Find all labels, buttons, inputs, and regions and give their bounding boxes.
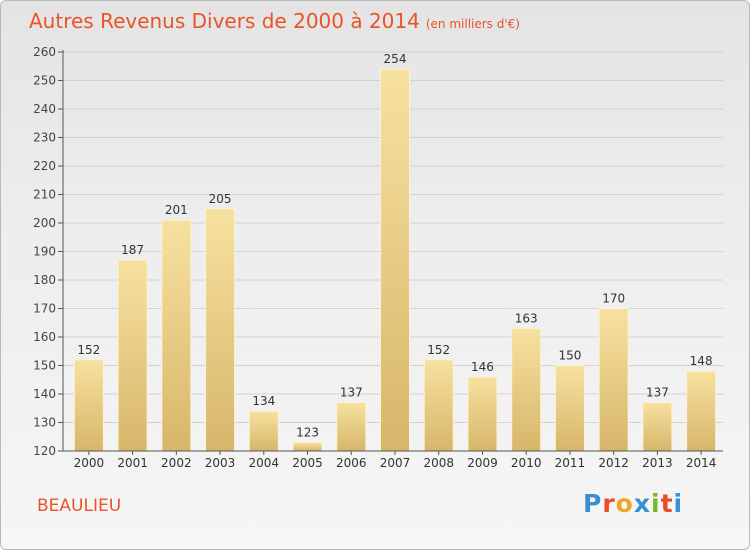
data-label-2009: 146 bbox=[471, 360, 494, 374]
bar-2014[interactable] bbox=[686, 370, 717, 452]
x-tick-label-2012: 2012 bbox=[598, 456, 629, 470]
x-tick-label-2007: 2007 bbox=[380, 456, 411, 470]
bar-2000[interactable] bbox=[73, 359, 104, 452]
data-label-2002: 201 bbox=[165, 203, 188, 217]
bar-2013[interactable] bbox=[642, 402, 673, 452]
logo-letter: i bbox=[673, 489, 684, 518]
data-label-2003: 205 bbox=[209, 192, 232, 206]
chart-unit-label: (en milliers d'€) bbox=[425, 17, 520, 31]
x-tick-label-2014: 2014 bbox=[686, 456, 717, 470]
y-tick-label-240: 240 bbox=[33, 102, 56, 116]
bar-2011[interactable] bbox=[554, 365, 585, 452]
y-tick-label-200: 200 bbox=[33, 216, 56, 230]
logo-letter: i bbox=[651, 489, 661, 518]
proxiti-logo[interactable]: Proxiti bbox=[583, 489, 683, 518]
logo-letter: r bbox=[602, 489, 616, 518]
data-label-2005: 123 bbox=[296, 425, 319, 439]
bar-2006[interactable] bbox=[336, 402, 367, 452]
x-tick-label-2010: 2010 bbox=[511, 456, 542, 470]
axes: 120 130 140 150 160 170 180 190 200 210 220 230 240 2… bbox=[33, 45, 723, 470]
x-tick-label-2013: 2013 bbox=[642, 456, 673, 470]
logo-letter: x bbox=[633, 489, 651, 518]
bar-2005[interactable] bbox=[292, 441, 323, 452]
y-tick-label-210: 210 bbox=[33, 188, 56, 202]
bar-2002[interactable] bbox=[161, 219, 192, 452]
y-tick-label-220: 220 bbox=[33, 159, 56, 173]
y-tick-label-140: 140 bbox=[33, 387, 56, 401]
bar-2003[interactable] bbox=[205, 208, 236, 452]
bars bbox=[73, 68, 717, 452]
bar-2009[interactable] bbox=[467, 376, 498, 452]
y-tick-label-230: 230 bbox=[33, 131, 56, 145]
data-label-2008: 152 bbox=[427, 343, 450, 357]
chart-title-text: Autres Revenus Divers de 2000 à 2014 bbox=[29, 9, 420, 33]
x-tick-label-2011: 2011 bbox=[555, 456, 586, 470]
city-name: BEAULIEU bbox=[37, 496, 122, 516]
data-labels: 152 187 201 205 134 123 137 254 152 146 163 150 170 1… bbox=[77, 52, 712, 439]
x-tick-label-2008: 2008 bbox=[423, 456, 454, 470]
data-label-2011: 150 bbox=[558, 349, 581, 363]
y-tick-label-180: 180 bbox=[33, 273, 56, 287]
data-label-2004: 134 bbox=[252, 394, 275, 408]
y-tick-label-130: 130 bbox=[33, 416, 56, 430]
data-label-2013: 137 bbox=[646, 386, 669, 400]
x-tick-label-2006: 2006 bbox=[336, 456, 367, 470]
y-tick-label-190: 190 bbox=[33, 245, 56, 259]
bar-2007[interactable] bbox=[380, 68, 410, 452]
x-tick-label-2001: 2001 bbox=[117, 456, 148, 470]
y-tick-label-170: 170 bbox=[33, 302, 56, 316]
x-tick-label-2000: 2000 bbox=[74, 456, 105, 470]
x-tick-label-2002: 2002 bbox=[161, 456, 192, 470]
data-label-2012: 170 bbox=[602, 292, 625, 306]
data-label-2010: 163 bbox=[515, 311, 538, 325]
y-tick-label-160: 160 bbox=[33, 330, 56, 344]
bar-2008[interactable] bbox=[423, 359, 454, 452]
bar-2012[interactable] bbox=[598, 308, 629, 452]
y-tick-label-150: 150 bbox=[33, 359, 56, 373]
bar-2010[interactable] bbox=[511, 327, 542, 452]
x-tick-label-2009: 2009 bbox=[467, 456, 498, 470]
data-label-2000: 152 bbox=[77, 343, 100, 357]
logo-letter: t bbox=[660, 489, 674, 518]
bar-2004[interactable] bbox=[248, 410, 279, 452]
data-label-2006: 137 bbox=[340, 386, 363, 400]
y-tick-label-250: 250 bbox=[33, 74, 56, 88]
y-tick-label-260: 260 bbox=[33, 45, 56, 59]
logo-letter: P bbox=[583, 489, 603, 518]
logo-letter: o bbox=[615, 489, 634, 518]
data-label-2001: 187 bbox=[121, 243, 144, 257]
data-label-2014: 148 bbox=[690, 354, 713, 368]
y-tick-label-120: 120 bbox=[33, 444, 56, 458]
x-tick-label-2004: 2004 bbox=[249, 456, 280, 470]
x-tick-label-2005: 2005 bbox=[292, 456, 323, 470]
bar-2001[interactable] bbox=[117, 259, 148, 452]
data-label-2007: 254 bbox=[384, 52, 407, 66]
x-tick-label-2003: 2003 bbox=[205, 456, 236, 470]
chart-title: Autres Revenus Divers de 2000 à 2014 (en … bbox=[29, 9, 520, 33]
